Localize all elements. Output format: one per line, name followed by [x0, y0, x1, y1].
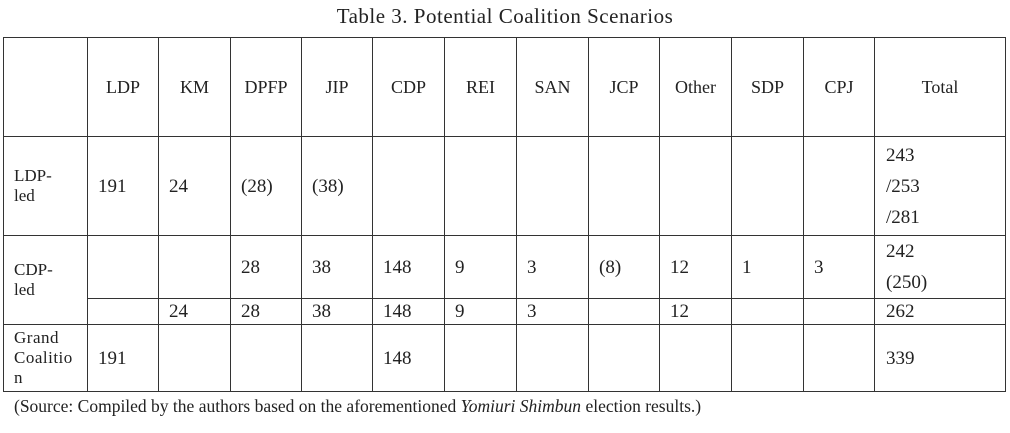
source-text: election results.): [581, 396, 702, 416]
table-cell: 3: [516, 298, 589, 325]
table-cell: 12: [659, 298, 732, 325]
table-cell: (8): [588, 235, 660, 299]
table: LDP KM DPFP JIP CDP REI SAN JCP Other SDP CPJ Total…: [3, 37, 1006, 392]
table-cell: [158, 324, 231, 392]
cell-line: /253: [886, 175, 920, 197]
table-cell: [301, 324, 373, 392]
table-cell: 38: [301, 235, 373, 299]
table-cell: 24: [158, 136, 231, 236]
cell-line: led: [14, 186, 35, 205]
table-cell: 262: [874, 298, 1006, 325]
table-cell: [87, 298, 159, 325]
table-cell: [731, 136, 804, 236]
table-cell: (38): [301, 136, 373, 236]
table-cell: [444, 324, 517, 392]
table-cell: 9: [444, 298, 517, 325]
table-title: Table 3. Potential Coalition Scenarios: [336, 4, 674, 28]
table-cell: 38: [301, 298, 373, 325]
table-cell: [659, 136, 732, 236]
cell-line: LDP-: [14, 166, 52, 185]
table-cell: [803, 298, 875, 325]
table-cell: 3: [516, 235, 589, 299]
table-cell: [588, 324, 660, 392]
cell-line: led: [14, 280, 35, 299]
header-cell: JCP: [588, 37, 660, 137]
header-cell: JIP: [301, 37, 373, 137]
table-cell: 148: [372, 235, 445, 299]
table-cell: [588, 136, 660, 236]
table-cell: 3: [803, 235, 875, 299]
header-cell: KM: [158, 37, 231, 137]
cell-line: n: [14, 368, 23, 387]
header-cell: Total: [874, 37, 1006, 137]
table-cell: [659, 324, 732, 392]
table-cell: (28): [230, 136, 302, 236]
table-cell: [87, 235, 159, 299]
header-cell: DPFP: [230, 37, 302, 137]
header-cell: [3, 37, 88, 137]
row-label: Grand Coalitio n: [3, 324, 88, 392]
table-cell: 1: [731, 235, 804, 299]
source-note: (Source: Compiled by the authors based o…: [14, 396, 701, 417]
table-cell: 191: [87, 324, 159, 392]
table-row: CDP-led 28 38 148 9 3 (8) 12 1 3 242 (250): [3, 235, 1006, 325]
table-cell: 148: [372, 324, 445, 392]
header-cell: REI: [444, 37, 517, 137]
cell-line: /281: [886, 206, 920, 228]
row-label: LDP-led: [3, 136, 88, 236]
table-cell: [731, 298, 804, 325]
header-cell: CDP: [372, 37, 445, 137]
table-cell: 148: [372, 298, 445, 325]
header-cell: SAN: [516, 37, 589, 137]
table-cell: [372, 136, 445, 236]
cell-line: CDP-: [14, 260, 53, 279]
table-cell: 191: [87, 136, 159, 236]
table-cell: [731, 324, 804, 392]
table-cell: [516, 324, 589, 392]
table-row: Grand Coalitio n 191 148 339: [3, 324, 1006, 392]
cell-line: 242: [886, 241, 915, 262]
source-italic: Yomiuri Shimbun: [460, 396, 582, 416]
cell-line: 243: [886, 144, 915, 166]
table-cell: [803, 324, 875, 392]
row-label: CDP-led: [3, 235, 88, 325]
table-cell: 9: [444, 235, 517, 299]
table-cell: [516, 136, 589, 236]
table-cell: 243/253/281: [874, 136, 1006, 236]
cell-line: Coalitio: [14, 348, 73, 367]
table-cell: 242 (250): [874, 235, 1006, 299]
table-cell: [444, 136, 517, 236]
table-row: 24 28 38 148 9 3 12 262: [4, 298, 1006, 325]
table-cell: [803, 136, 875, 236]
table-cell: 12: [659, 235, 732, 299]
table-cell: 339: [874, 324, 1006, 392]
table-cell: 28: [230, 298, 302, 325]
header-cell: CPJ: [803, 37, 875, 137]
cell-line: Grand: [14, 328, 59, 347]
table-cell: 28: [230, 235, 302, 299]
table-cell: [230, 324, 302, 392]
table-row: LDP-led 191 24 (28) (38) 243/253/281: [3, 136, 1006, 236]
table-cell: 24: [158, 298, 231, 325]
header-row: LDP KM DPFP JIP CDP REI SAN JCP Other SDP CPJ Total: [3, 37, 1006, 137]
header-cell: SDP: [731, 37, 804, 137]
cell-line: (250): [886, 272, 928, 293]
table-cell: [158, 235, 231, 299]
header-cell: LDP: [87, 37, 159, 137]
header-cell: Other: [659, 37, 732, 137]
source-text: (Source: Compiled by the authors based o…: [14, 396, 461, 416]
table-cell: [588, 298, 660, 325]
